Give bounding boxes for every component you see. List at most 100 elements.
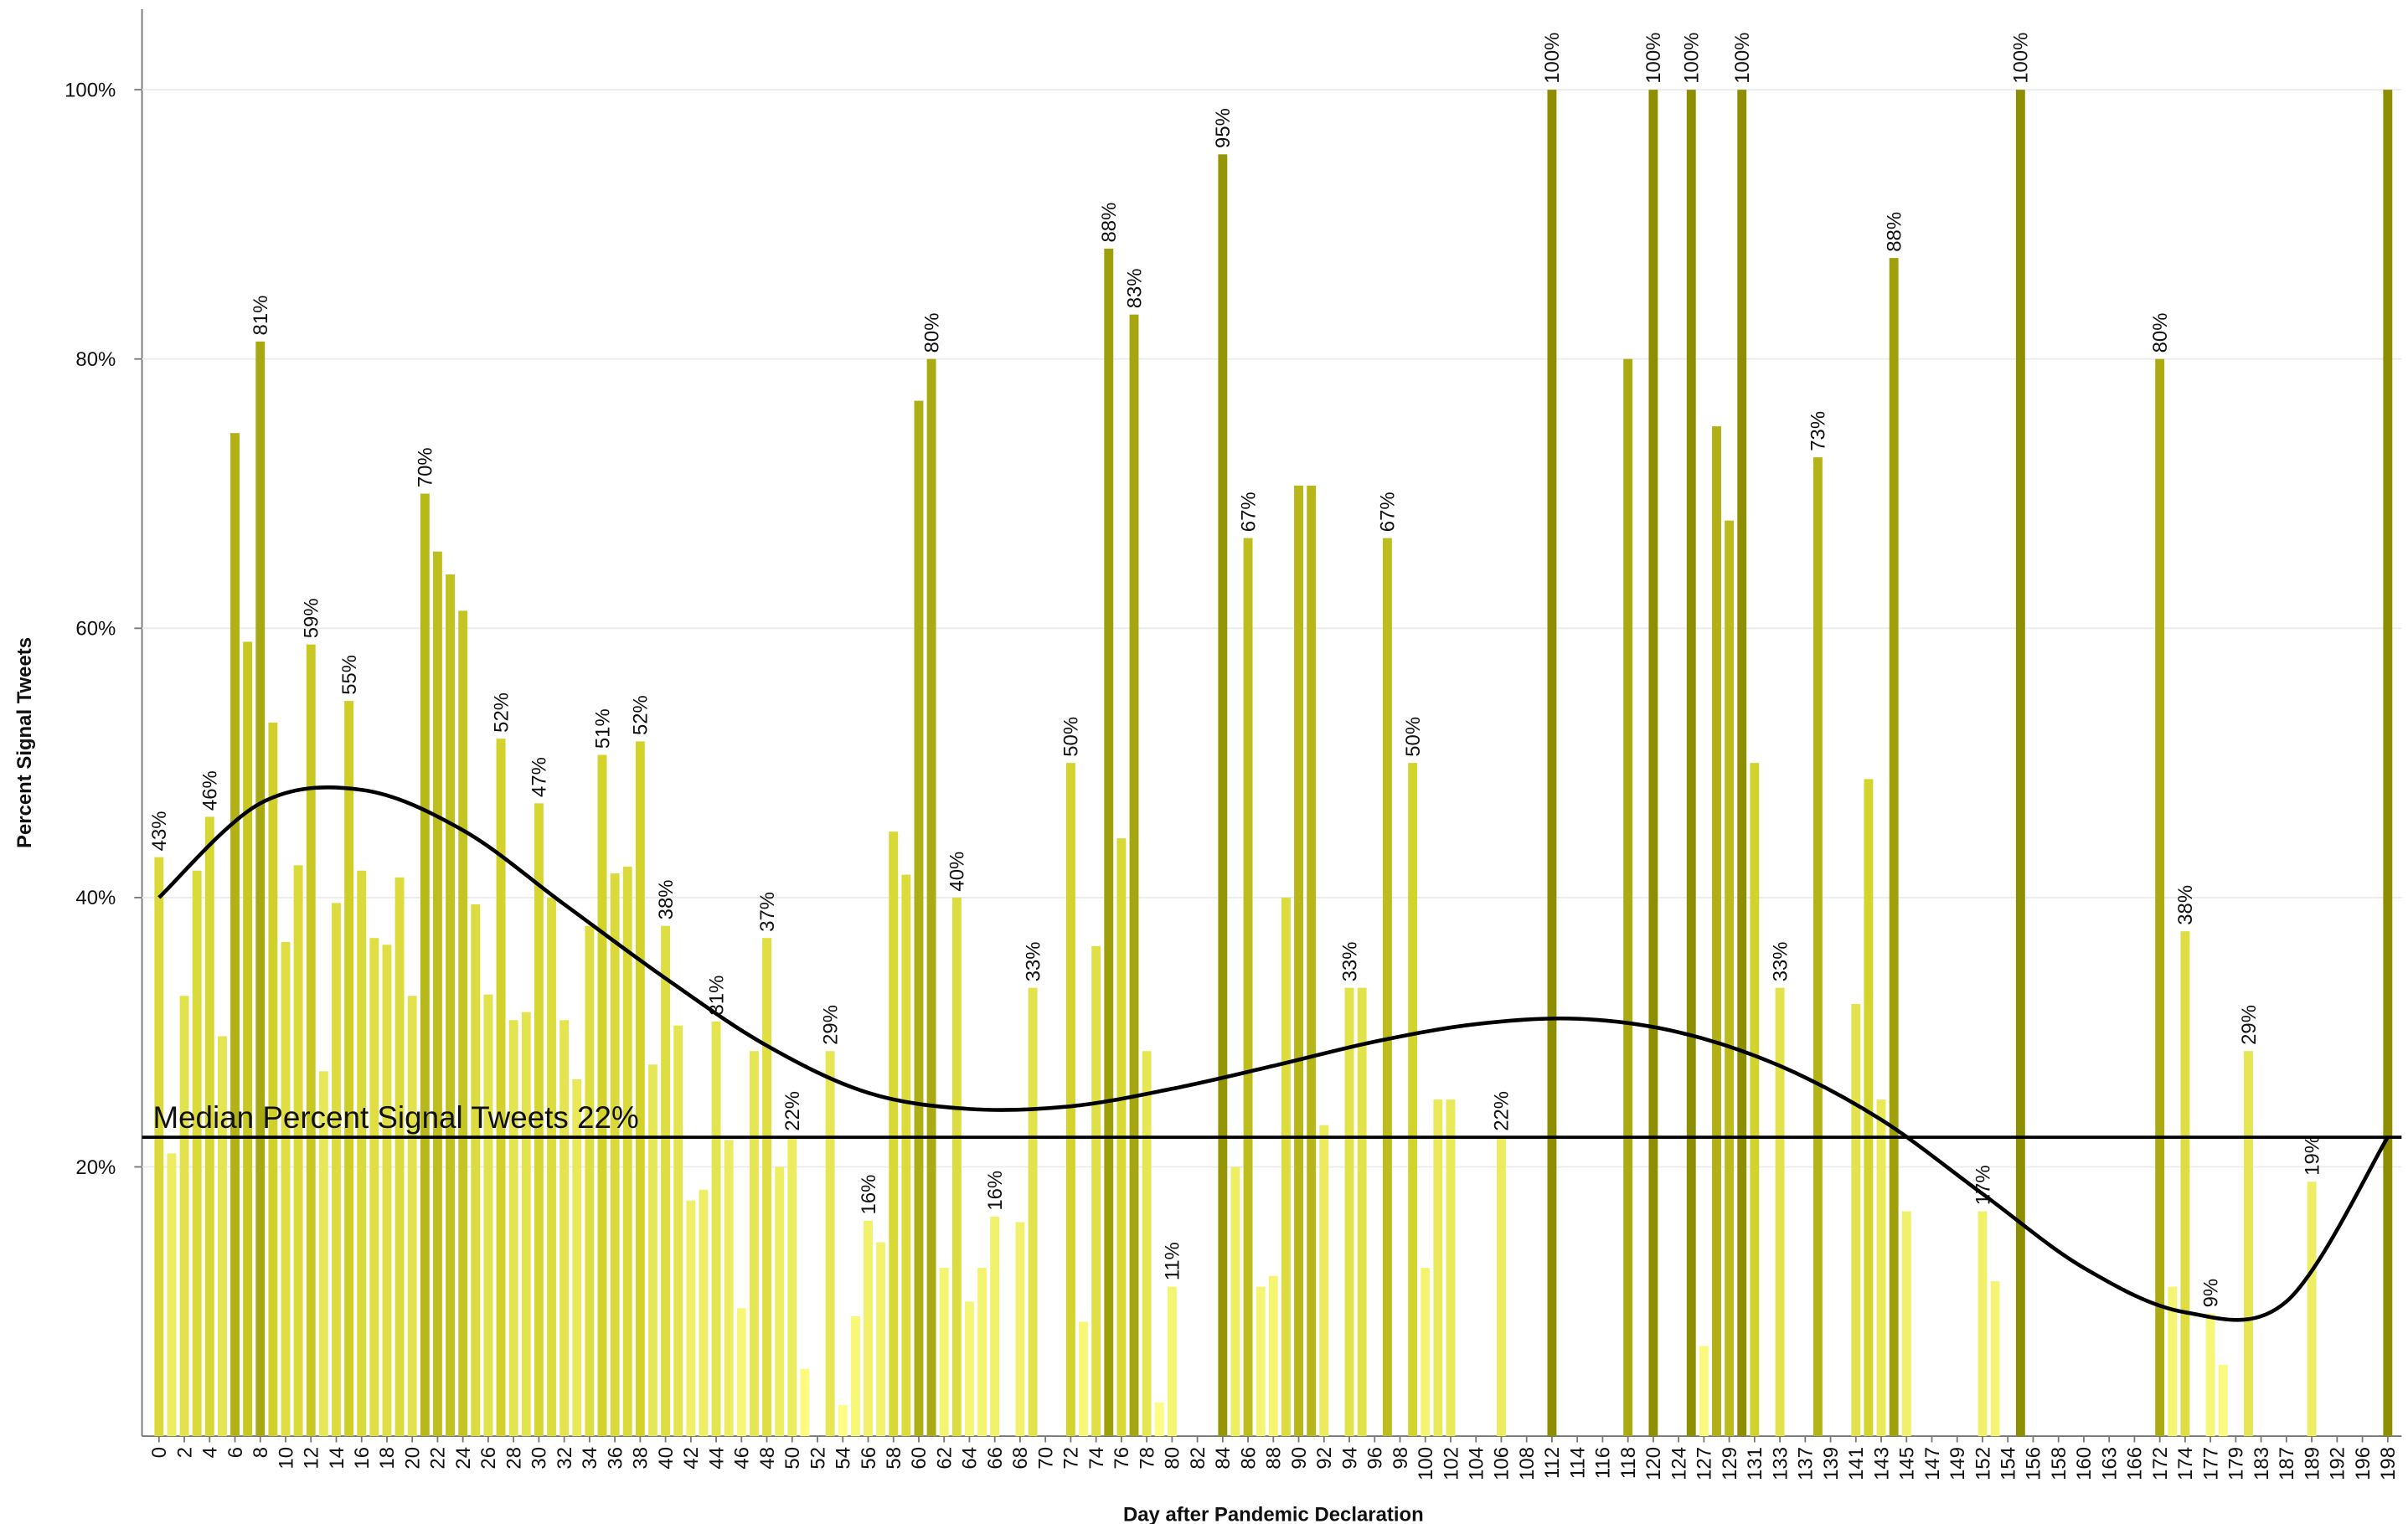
x-tick-label: 32 — [554, 1447, 576, 1470]
x-tick-label: 82 — [1187, 1447, 1209, 1470]
value-label: 70% — [415, 447, 437, 487]
x-tick-label: 174 — [2174, 1447, 2197, 1480]
x-tick-label: 8 — [250, 1447, 272, 1458]
bar — [749, 1051, 759, 1437]
x-tick-label: 84 — [1212, 1447, 1235, 1470]
bar — [673, 1025, 683, 1437]
y-axis-title: Percent Signal Tweets — [13, 637, 36, 848]
bar — [1876, 1099, 1886, 1437]
x-axis-title: Day after Pandemic Declaration — [1123, 1503, 1424, 1524]
bar — [471, 904, 481, 1437]
x-tick-label: 54 — [833, 1447, 855, 1470]
bar — [382, 945, 392, 1437]
bar — [1256, 1286, 1266, 1437]
x-tick-label: 6 — [224, 1447, 247, 1458]
value-label: 33% — [1338, 941, 1361, 981]
bar — [711, 1021, 721, 1437]
x-tick-label: 20 — [401, 1447, 424, 1470]
value-label: 88% — [1098, 203, 1121, 243]
value-label: 52% — [630, 695, 652, 735]
x-tick-label: 198 — [2377, 1447, 2400, 1480]
value-label: 80% — [920, 313, 943, 353]
bar — [1686, 90, 1696, 1437]
bar — [2155, 358, 2165, 1437]
bar — [1712, 426, 1721, 1437]
bar — [1421, 1268, 1431, 1437]
value-label: 100% — [2010, 33, 2033, 84]
x-tick-label: 141 — [1845, 1447, 1868, 1480]
x-tick-label: 137 — [1795, 1447, 1818, 1480]
value-label: 100% — [1681, 33, 1704, 84]
value-label: 46% — [199, 770, 222, 811]
x-tick-label: 104 — [1466, 1447, 1488, 1480]
bar — [585, 925, 595, 1437]
x-tick-label: 30 — [529, 1447, 551, 1470]
bar — [1775, 987, 1785, 1437]
x-tick-label: 102 — [1440, 1447, 1462, 1480]
bar — [889, 832, 899, 1437]
x-tick-label: 160 — [2073, 1447, 2096, 1480]
median-label: Median Percent Signal Tweets 22% — [152, 1100, 638, 1135]
bar — [1382, 538, 1392, 1437]
x-tick-label: 94 — [1338, 1447, 1361, 1470]
x-tick-label: 38 — [630, 1447, 652, 1470]
value-label: 33% — [1022, 941, 1044, 981]
value-label: 43% — [148, 811, 171, 851]
x-tick-label: 163 — [2098, 1447, 2121, 1480]
x-tick-label: 26 — [477, 1447, 500, 1470]
x-tick-label: 46 — [731, 1447, 754, 1470]
x-tick-label: 70 — [1034, 1447, 1057, 1470]
x-tick-label: 133 — [1769, 1447, 1792, 1480]
x-tick-label: 40 — [655, 1447, 678, 1470]
x-tick-label: 114 — [1566, 1447, 1589, 1479]
value-label: 19% — [2301, 1135, 2323, 1176]
x-tick-label: 179 — [2225, 1447, 2248, 1480]
bar — [1230, 1166, 1240, 1437]
bar — [622, 866, 632, 1437]
value-label: 22% — [1491, 1091, 1513, 1131]
bar — [1079, 1321, 1088, 1437]
x-tick-label: 86 — [1237, 1447, 1260, 1470]
x-tick-label: 118 — [1617, 1447, 1640, 1479]
value-label: 16% — [984, 1171, 1007, 1211]
value-label: 40% — [946, 852, 969, 892]
value-label: 59% — [301, 598, 323, 638]
x-tick-label: 0 — [148, 1447, 171, 1458]
bar — [2307, 1182, 2317, 1437]
bar — [1648, 90, 1658, 1437]
value-label: 100% — [1541, 33, 1564, 84]
x-tick-label: 172 — [2149, 1447, 2172, 1480]
bar — [1851, 1003, 1861, 1437]
bar — [1433, 1099, 1443, 1437]
bar — [1812, 457, 1823, 1437]
bar — [332, 903, 341, 1437]
bar — [1154, 1402, 1164, 1437]
x-tick-label: 60 — [908, 1447, 931, 1470]
bar — [192, 870, 202, 1437]
x-tick-label: 189 — [2301, 1447, 2323, 1480]
bar — [939, 1268, 949, 1437]
bar — [1268, 1275, 1278, 1437]
x-tick-label: 98 — [1390, 1447, 1412, 1470]
bar — [483, 994, 493, 1437]
bar — [1737, 90, 1747, 1437]
x-tick-label: 108 — [1516, 1447, 1539, 1480]
bar — [2015, 90, 2025, 1437]
value-label: 81% — [250, 296, 272, 336]
x-tick-label: 152 — [1972, 1447, 1994, 1480]
bar — [2244, 1051, 2253, 1437]
value-label: 9% — [2199, 1279, 2222, 1308]
value-label: 38% — [655, 879, 678, 919]
bar — [230, 433, 240, 1437]
x-tick-label: 18 — [376, 1447, 399, 1470]
x-tick-label: 10 — [275, 1447, 297, 1470]
x-tick-label: 192 — [2327, 1447, 2349, 1480]
bar — [1699, 1346, 1709, 1437]
x-tick-label: 187 — [2276, 1447, 2298, 1480]
bar — [699, 1189, 709, 1437]
value-label: 38% — [2174, 885, 2197, 925]
bar — [204, 816, 214, 1437]
bar — [369, 938, 379, 1437]
